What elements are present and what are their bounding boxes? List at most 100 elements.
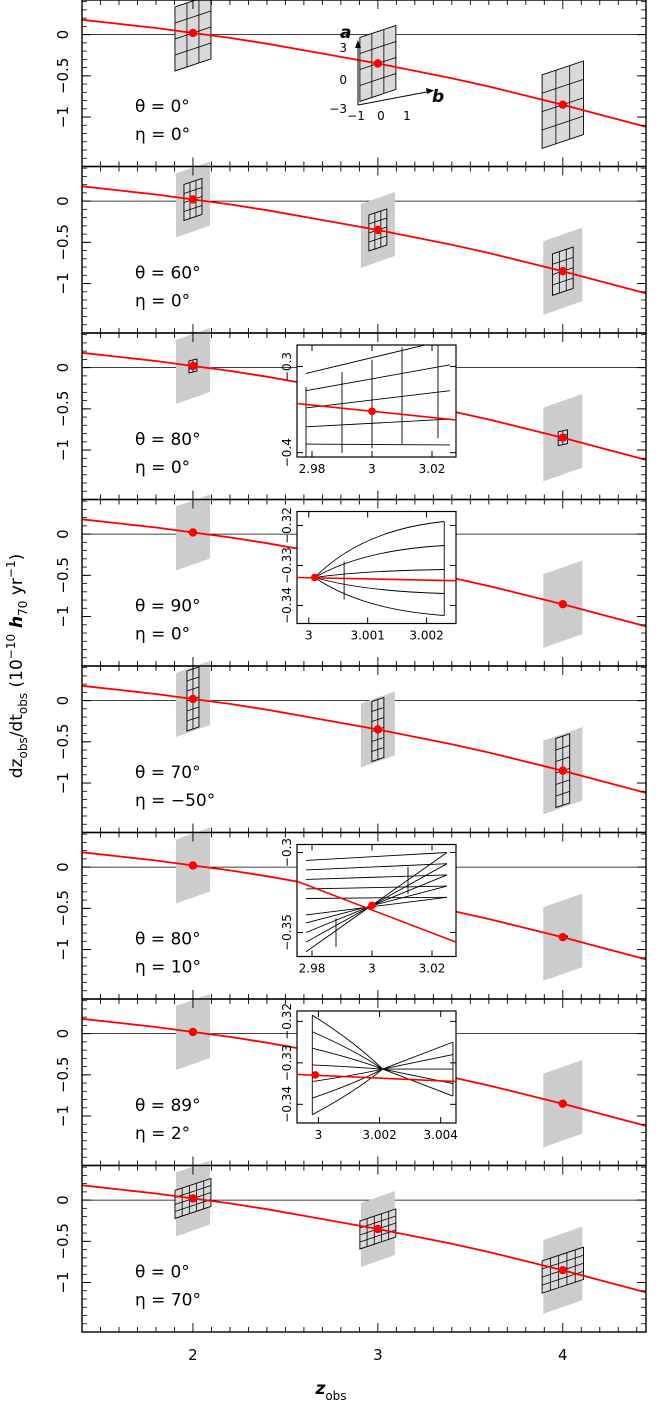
inset-frame bbox=[296, 510, 457, 625]
inset-x-tick-label: 3.002 bbox=[409, 629, 443, 643]
eta-label: η = 0° bbox=[135, 292, 190, 312]
panel-2: 0 −0.5 −1 θ = 60° η = 0° bbox=[54, 161, 647, 334]
inset-x-tick-label: 2.98 bbox=[299, 962, 326, 976]
grid-line bbox=[174, 42, 212, 56]
y-axis-title-part: ) bbox=[7, 554, 27, 561]
grid-line bbox=[555, 791, 570, 797]
grid-line bbox=[555, 745, 570, 751]
inset-grid-line bbox=[305, 874, 448, 933]
y-axis-title-part: yr bbox=[7, 578, 27, 600]
y-tick-label: 0 bbox=[54, 1029, 72, 1039]
inset-curve bbox=[297, 1073, 456, 1083]
y-axis-title-part: (10 bbox=[7, 659, 27, 693]
data-point bbox=[373, 1224, 383, 1234]
inset-grid-line bbox=[305, 852, 448, 861]
eta-label: η = 0° bbox=[135, 125, 190, 145]
theta-label: θ = 0° bbox=[135, 97, 190, 117]
y-tick-label: −1 bbox=[54, 938, 72, 960]
inset-x-tick-label: 3.001 bbox=[350, 629, 384, 643]
grid-line bbox=[174, 1185, 212, 1198]
panel-5: 0 −0.5 −1 θ = 70° η = −50° bbox=[54, 660, 647, 834]
inset-point bbox=[368, 901, 376, 910]
inset-curve bbox=[297, 576, 456, 582]
y-tick-label: −1 bbox=[54, 439, 72, 461]
main-curve bbox=[81, 18, 647, 128]
data-point bbox=[373, 725, 383, 734]
eta-label: η = 10° bbox=[135, 958, 201, 978]
inset-grid-line bbox=[305, 885, 448, 890]
inset-point bbox=[311, 1071, 320, 1079]
grid-line bbox=[174, 1199, 212, 1212]
y-axis-title-part: obs bbox=[16, 737, 30, 758]
x-tick-label: 3 bbox=[373, 1346, 383, 1364]
grid-line bbox=[359, 41, 396, 54]
inset-content bbox=[297, 852, 456, 953]
inset-x-tick-label: 3.02 bbox=[419, 962, 446, 976]
data-point bbox=[188, 861, 198, 870]
inset: 2.98 3 3.02 −0.3 −0.35 bbox=[280, 838, 457, 976]
inset-grid-line bbox=[312, 1068, 383, 1116]
inset-frame bbox=[296, 843, 457, 958]
key-b-tick: 0 bbox=[377, 109, 385, 123]
main-curve bbox=[81, 1184, 647, 1294]
grid-line bbox=[186, 706, 200, 712]
theta-label: θ = 89° bbox=[135, 1096, 201, 1116]
inset-grid-line bbox=[312, 1068, 383, 1082]
x-axis-title: zobs bbox=[314, 1379, 346, 1403]
data-point bbox=[373, 225, 383, 235]
grid-line bbox=[371, 747, 384, 752]
grid-line bbox=[368, 235, 387, 243]
x-tick-label: 2 bbox=[188, 1346, 198, 1364]
inset-grid-line bbox=[312, 1014, 383, 1070]
eta-label: η = 0° bbox=[135, 458, 190, 478]
inset-content bbox=[297, 1014, 456, 1116]
grid-line bbox=[552, 277, 574, 286]
inset-grid-line bbox=[312, 1047, 383, 1070]
data-point bbox=[188, 528, 198, 537]
y-axis-title: dzobs/dtobs (10−10 h70 yr−1) bbox=[4, 554, 30, 778]
grid-line bbox=[371, 707, 384, 712]
key-a-arrow bbox=[355, 40, 361, 48]
theta-label: θ = 80° bbox=[135, 430, 201, 450]
y-axis-title-part: /dt bbox=[7, 714, 27, 738]
grid-line bbox=[183, 205, 203, 212]
y-tick-label: −1 bbox=[54, 272, 72, 294]
inset-grid-line bbox=[314, 569, 445, 578]
y-tick-label: −0.5 bbox=[54, 58, 72, 94]
data-point bbox=[188, 28, 198, 38]
y-axis-title-part: h bbox=[7, 616, 27, 634]
grid-line bbox=[541, 79, 584, 94]
key-b-arrow bbox=[426, 88, 434, 94]
eta-label: η = −50° bbox=[135, 791, 215, 811]
x-axis-title-sub: obs bbox=[325, 1389, 346, 1403]
data-point bbox=[558, 1099, 567, 1108]
panel1-key: a b 3 0 −3 −1 0 1 bbox=[329, 23, 444, 123]
grid-line bbox=[368, 217, 387, 225]
inset-grid-line bbox=[382, 1041, 454, 1070]
grid-line bbox=[371, 737, 384, 742]
inset-curve bbox=[297, 880, 456, 943]
x-tick-label: 4 bbox=[558, 1346, 568, 1364]
y-tick-label: 0 bbox=[54, 862, 72, 872]
data-point bbox=[558, 599, 567, 609]
key-b-label: b bbox=[432, 87, 444, 107]
data-point bbox=[558, 932, 567, 942]
inset-y-tick-label: −0.35 bbox=[280, 914, 294, 951]
data-point bbox=[188, 361, 198, 371]
inset-grid-line bbox=[314, 545, 445, 578]
grid-line bbox=[186, 686, 200, 692]
theta-label: θ = 80° bbox=[135, 930, 201, 950]
inset-grid-line bbox=[305, 443, 451, 446]
eta-label: η = 0° bbox=[135, 625, 190, 645]
inset-content bbox=[297, 521, 456, 616]
data-point bbox=[188, 195, 198, 204]
inset-grid-line bbox=[305, 896, 448, 899]
y-tick-label: −0.5 bbox=[54, 557, 72, 593]
y-tick-label: 0 bbox=[54, 30, 72, 40]
inset-x-tick-label: 3 bbox=[368, 962, 376, 976]
inset-grid-line bbox=[312, 1031, 383, 1070]
panel-frame bbox=[81, 1164, 647, 1333]
y-tick-label: −0.5 bbox=[54, 224, 72, 260]
data-point bbox=[558, 100, 567, 109]
